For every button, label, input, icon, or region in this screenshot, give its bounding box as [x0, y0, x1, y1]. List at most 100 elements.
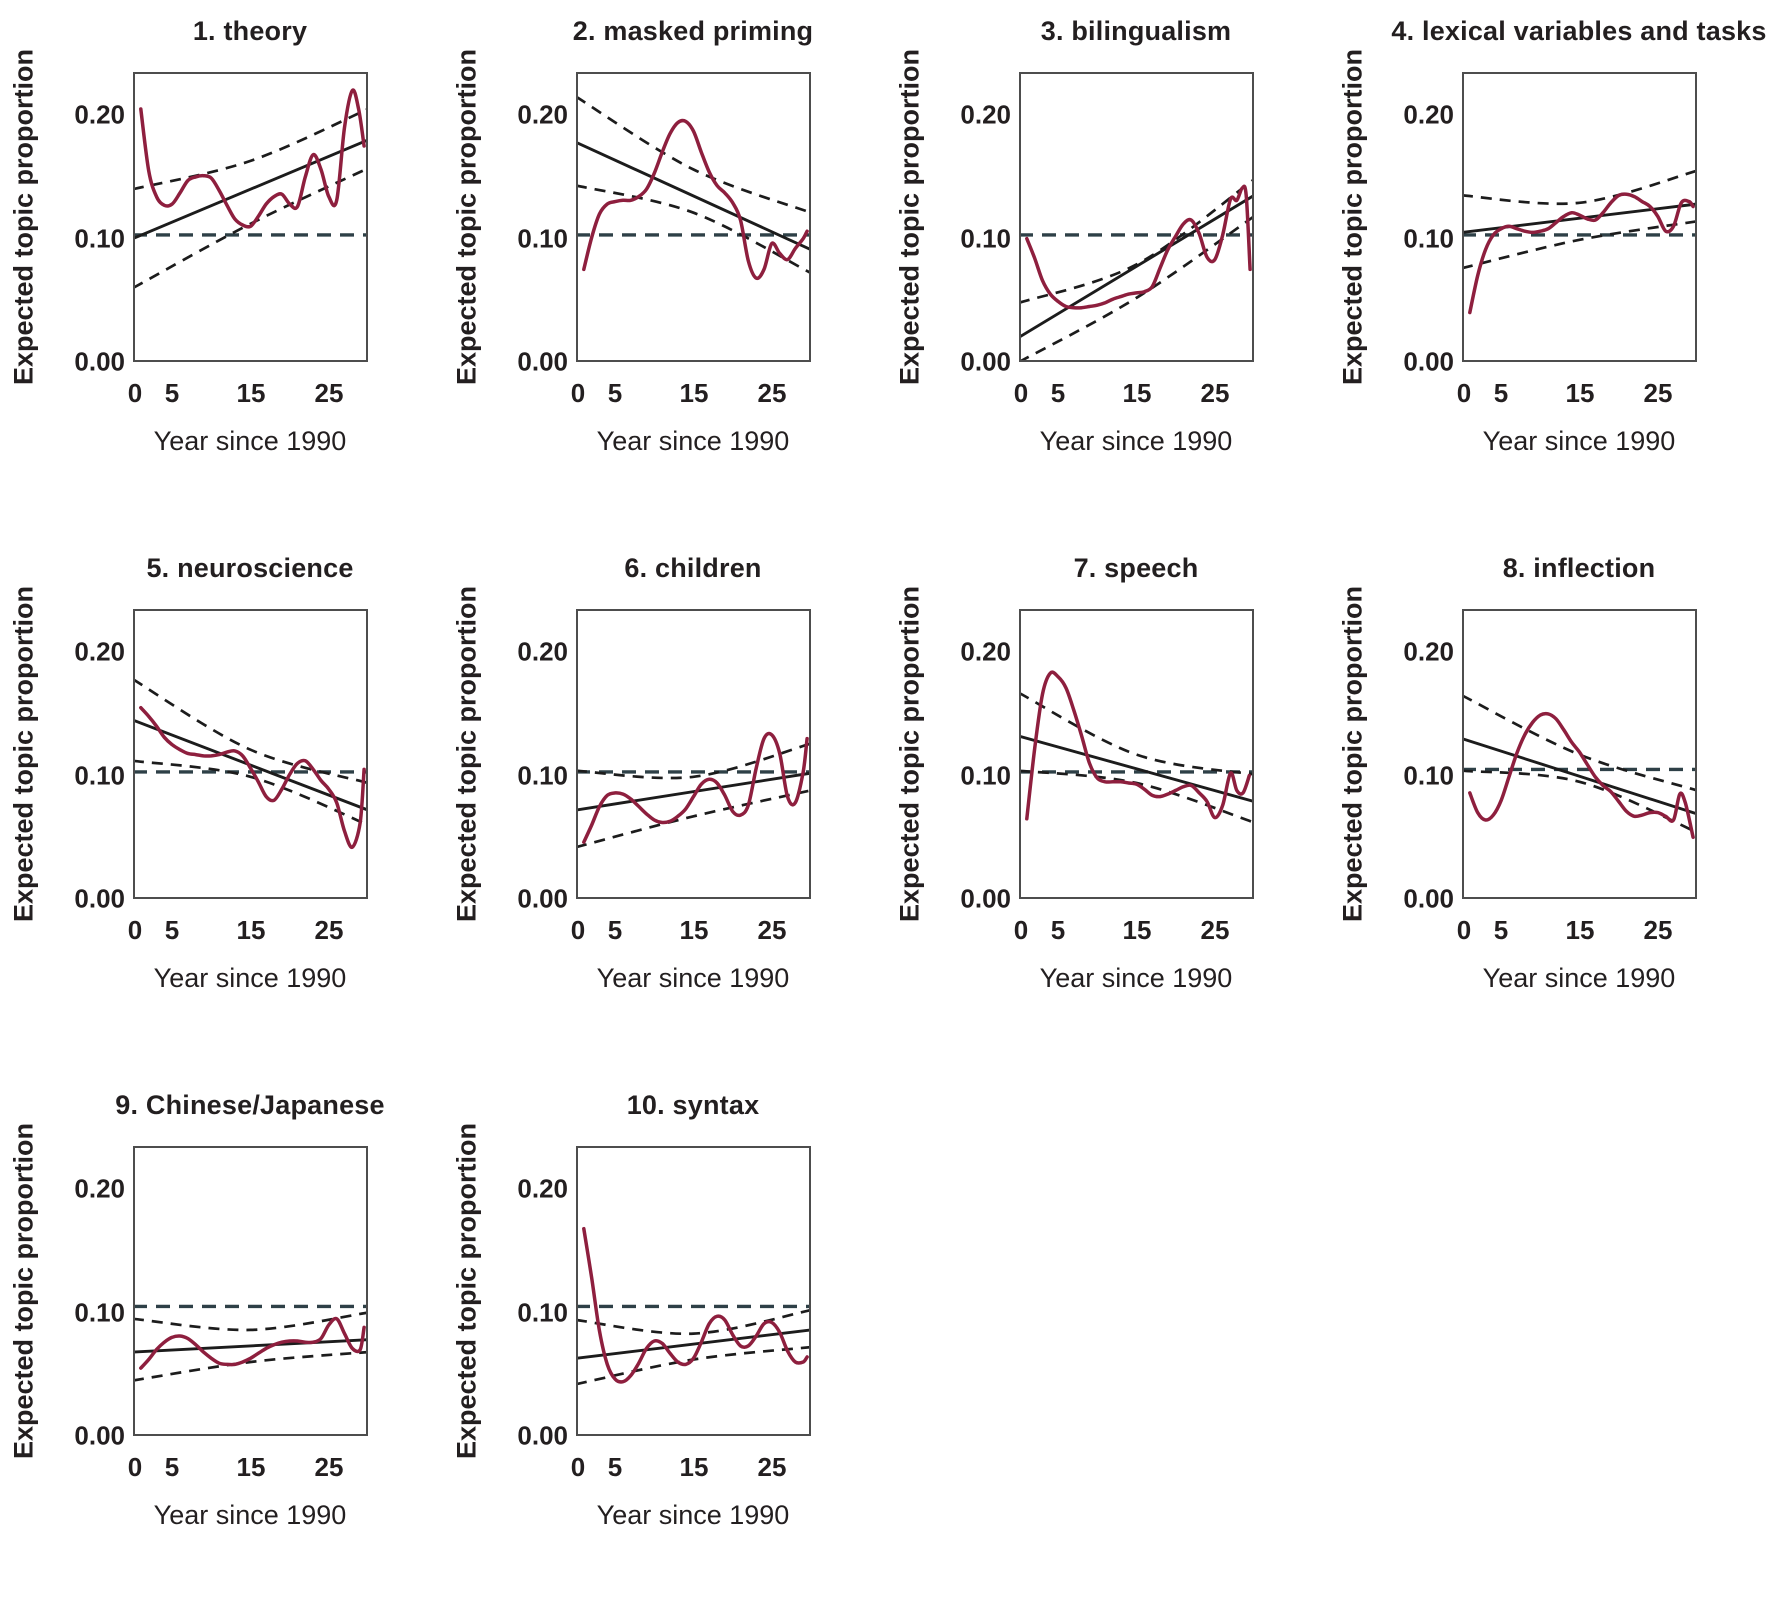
x-tick-label: 0 — [127, 915, 143, 945]
x-tick-label: 25 — [1200, 378, 1230, 408]
x-tick-label: 0 — [570, 915, 586, 945]
x-tick-label: 15 — [236, 378, 266, 408]
ci-upper-line — [576, 95, 811, 214]
y-axis-label: Expected topic proportion — [8, 48, 39, 386]
chart-title: 9. Chinese/Japanese — [115, 1090, 385, 1120]
plot-svg — [133, 1146, 368, 1436]
x-tick-label: 15 — [236, 915, 266, 945]
y-tick-label: 0.20 — [74, 1173, 125, 1204]
y-tick-label: 0.20 — [1403, 636, 1454, 667]
x-tick-label: 25 — [1643, 915, 1673, 945]
y-axis-label: Expected topic proportion — [451, 1122, 482, 1460]
x-axis-label: Year since 1990 — [153, 963, 347, 993]
y-axis-label: Expected topic proportion — [8, 1122, 39, 1460]
plot-frame — [133, 609, 368, 899]
ci-upper-line — [133, 1311, 368, 1332]
y-tick-label: 0.20 — [74, 99, 125, 130]
chart-title: 10. syntax — [626, 1090, 760, 1120]
ci-upper-line — [1462, 169, 1697, 206]
y-tick-label: 0.00 — [74, 883, 125, 914]
trend-line — [1462, 737, 1697, 816]
ci-lower-line — [1019, 215, 1254, 362]
x-tick-label: 0 — [570, 378, 586, 408]
y-tick-label: 0.00 — [960, 346, 1011, 377]
plot-frame — [133, 1146, 368, 1436]
plot-svg — [133, 72, 368, 362]
x-tick-label: 25 — [1643, 378, 1673, 408]
y-axis-label: Expected topic proportion — [894, 585, 925, 923]
x-tick-label: 25 — [757, 378, 787, 408]
x-tick-label: 15 — [236, 1452, 266, 1482]
y-tick-label: 0.10 — [1403, 760, 1454, 791]
topic-curve-line — [139, 88, 366, 229]
x-tick-label: 15 — [1122, 378, 1152, 408]
ci-lower-line — [133, 1350, 368, 1382]
plot-svg — [576, 72, 811, 362]
plot-frame — [1019, 609, 1254, 899]
x-tick-label: 5 — [1050, 915, 1066, 945]
x-tick-label: 15 — [1565, 378, 1595, 408]
x-axis-label: Year since 1990 — [1039, 963, 1233, 993]
plot-frame — [576, 72, 811, 362]
y-axis-label: Expected topic proportion — [451, 585, 482, 923]
x-tick-label: 5 — [1050, 378, 1066, 408]
chart-title: 6. children — [624, 553, 762, 583]
chart-cell: 6. children Expected topic proportion 0.… — [443, 539, 886, 1072]
y-axis-label: Expected topic proportion — [8, 585, 39, 923]
x-tick-label: 25 — [757, 915, 787, 945]
x-tick-label: 15 — [1122, 915, 1152, 945]
y-tick-label: 0.20 — [1403, 99, 1454, 130]
plot-svg — [1462, 609, 1697, 899]
plot-svg — [576, 1146, 811, 1436]
chart-cell: 1. theory Expected topic proportion 0.20… — [0, 2, 443, 535]
trend-line — [1019, 734, 1254, 803]
y-tick-label: 0.20 — [960, 636, 1011, 667]
plot-frame — [576, 609, 811, 899]
chart-cell: 2. masked priming Expected topic proport… — [443, 2, 886, 535]
chart-title: 1. theory — [192, 16, 308, 46]
x-tick-label: 0 — [1013, 378, 1029, 408]
x-tick-label: 5 — [1493, 378, 1509, 408]
plot-svg — [1019, 72, 1254, 362]
x-tick-label: 5 — [164, 915, 180, 945]
plot-area — [133, 72, 368, 362]
plot-area — [1462, 609, 1697, 899]
x-axis-label: Year since 1990 — [1039, 426, 1233, 456]
x-tick-label: 5 — [607, 1452, 623, 1482]
x-tick-label: 25 — [757, 1452, 787, 1482]
x-axis-label: Year since 1990 — [153, 426, 347, 456]
plot-svg — [1019, 609, 1254, 899]
y-tick-label: 0.10 — [960, 760, 1011, 791]
trend-line — [133, 1338, 368, 1354]
topic-curve-line — [139, 1316, 366, 1370]
x-tick-label: 5 — [607, 378, 623, 408]
y-tick-label: 0.00 — [74, 346, 125, 377]
plot-area — [133, 609, 368, 899]
x-tick-label: 15 — [679, 1452, 709, 1482]
topic-curve-line — [582, 118, 809, 281]
chart-title: 8. inflection — [1502, 553, 1656, 583]
y-tick-label: 0.00 — [517, 1420, 568, 1451]
chart-cell: 10. syntax Expected topic proportion 0.2… — [443, 1076, 886, 1609]
x-tick-label: 0 — [127, 378, 143, 408]
topic-curve-line — [1468, 711, 1695, 840]
x-axis-label: Year since 1990 — [1482, 426, 1676, 456]
plot-area — [1019, 72, 1254, 362]
x-tick-label: 0 — [127, 1452, 143, 1482]
y-tick-label: 0.20 — [517, 99, 568, 130]
x-tick-label: 15 — [1565, 915, 1595, 945]
trend-line — [576, 1328, 811, 1360]
y-tick-label: 0.10 — [960, 223, 1011, 254]
plot-frame — [1019, 72, 1254, 362]
y-tick-label: 0.00 — [960, 883, 1011, 914]
plot-frame — [1462, 72, 1697, 362]
x-tick-label: 0 — [1456, 915, 1472, 945]
x-tick-label: 5 — [164, 1452, 180, 1482]
x-tick-label: 0 — [570, 1452, 586, 1482]
ci-upper-line — [133, 107, 368, 191]
y-tick-label: 0.00 — [517, 883, 568, 914]
y-tick-label: 0.20 — [960, 99, 1011, 130]
ci-upper-line — [576, 1308, 811, 1336]
y-tick-label: 0.10 — [74, 223, 125, 254]
chart-cell: 5. neuroscience Expected topic proportio… — [0, 539, 443, 1072]
